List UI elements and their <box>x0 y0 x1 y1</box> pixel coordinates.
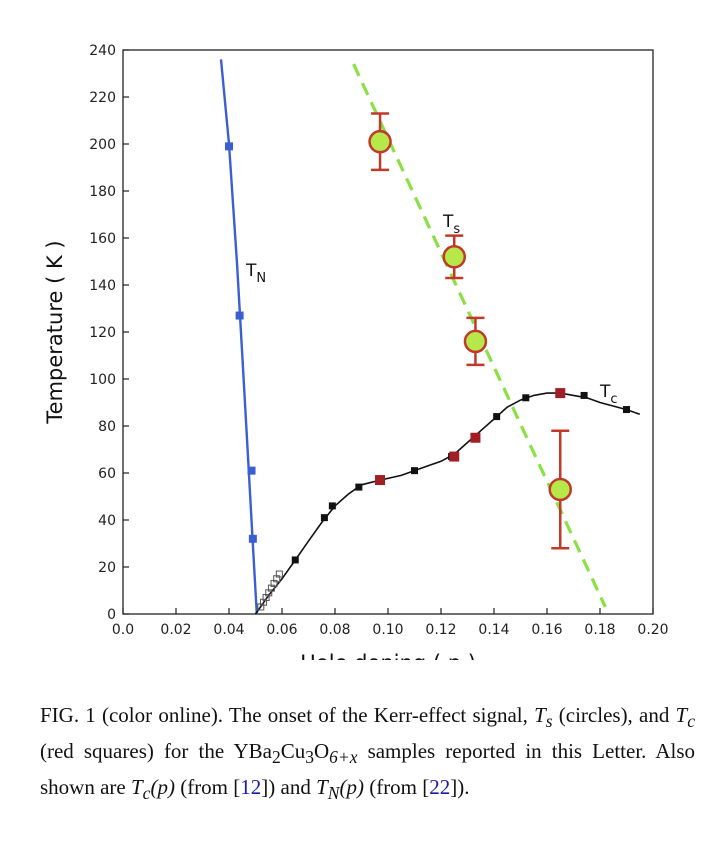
y-tick-label: 140 <box>89 278 116 294</box>
tc-curve <box>254 392 641 615</box>
y-tick-label: 120 <box>89 325 116 341</box>
tc-red-square <box>555 388 566 399</box>
y-tick-label: 100 <box>89 372 116 388</box>
tn-label: TN <box>245 261 266 286</box>
x-tick-label: 0.16 <box>531 622 562 638</box>
y-tick-label: 80 <box>98 419 116 435</box>
series-tn <box>219 59 258 615</box>
reference-link-22[interactable]: 22 <box>429 775 451 800</box>
x-tick-label: 0.0 <box>112 622 134 638</box>
y-tick-label: 180 <box>89 184 116 200</box>
tc-data-point <box>320 514 328 522</box>
chart: 0.0 0.02 0.04 0.06 0.08 0.10 0.12 0.14 0.16 0.18 0… <box>43 43 669 660</box>
series-ts <box>352 63 607 608</box>
axes: 0.0 0.02 0.04 0.06 0.08 0.10 0.12 0.14 0.16 0.18 0… <box>43 43 669 660</box>
tc-data-point <box>411 467 418 475</box>
x-tick-label: 0.20 <box>637 622 668 638</box>
tc-red-square <box>470 432 481 443</box>
y-tick-label: 220 <box>89 90 116 106</box>
x-tick-label: 0.08 <box>319 622 350 638</box>
tc-data-point <box>355 483 363 491</box>
figure-caption: FIG. 1 (color online). The onset of the … <box>40 703 696 804</box>
tc-data-point <box>580 391 588 399</box>
phase-diagram-figure: 0.0 0.02 0.04 0.06 0.08 0.10 0.12 0.14 0.16 0.18 0… <box>43 43 669 660</box>
y-tick-label: 160 <box>89 231 116 247</box>
y-tick-label: 40 <box>98 513 116 529</box>
series-labels: TN Ts Tc <box>245 212 618 407</box>
ts-data-circle <box>548 477 572 502</box>
x-tick-label: 0.04 <box>213 622 244 638</box>
tc-open-point <box>275 570 283 578</box>
tc-data-point <box>291 556 299 564</box>
y-tick-label: 20 <box>98 560 116 576</box>
y-tick-label: 240 <box>89 43 116 59</box>
reference-link-12[interactable]: 12 <box>240 775 262 800</box>
ts-data-circle <box>463 329 488 354</box>
tc-red-square <box>375 475 386 486</box>
tn-data-point <box>248 534 257 543</box>
tn-data-point <box>247 466 256 475</box>
x-tick-label: 0.10 <box>372 622 403 638</box>
y-tick-label: 0 <box>107 607 116 623</box>
x-tick-label: 0.06 <box>266 622 297 638</box>
x-axis-label: Hole doping ( p ) <box>300 651 476 660</box>
y-tick-label: 60 <box>98 466 116 482</box>
x-tick-label: 0.14 <box>478 622 509 638</box>
y-tick-label: 200 <box>89 137 116 153</box>
tc-data-point <box>623 406 630 414</box>
tc-red-square <box>449 451 460 462</box>
x-tick-label: 0.18 <box>584 622 615 638</box>
tc-data-point <box>522 394 530 402</box>
ts-label: Ts <box>442 212 460 237</box>
tn-data-point <box>225 142 233 151</box>
tn-data-point <box>235 311 244 320</box>
y-axis-label: Temperature ( K ) <box>43 240 67 424</box>
tc-label: Tc <box>599 382 618 407</box>
ts-data-circle <box>368 129 392 154</box>
tc-data-point <box>328 502 336 510</box>
ts-data-circle <box>442 245 466 269</box>
tc-data-point <box>493 413 501 421</box>
series-tc <box>254 388 641 615</box>
x-tick-label: 0.12 <box>425 622 456 638</box>
x-tick-label: 0.02 <box>160 622 191 638</box>
